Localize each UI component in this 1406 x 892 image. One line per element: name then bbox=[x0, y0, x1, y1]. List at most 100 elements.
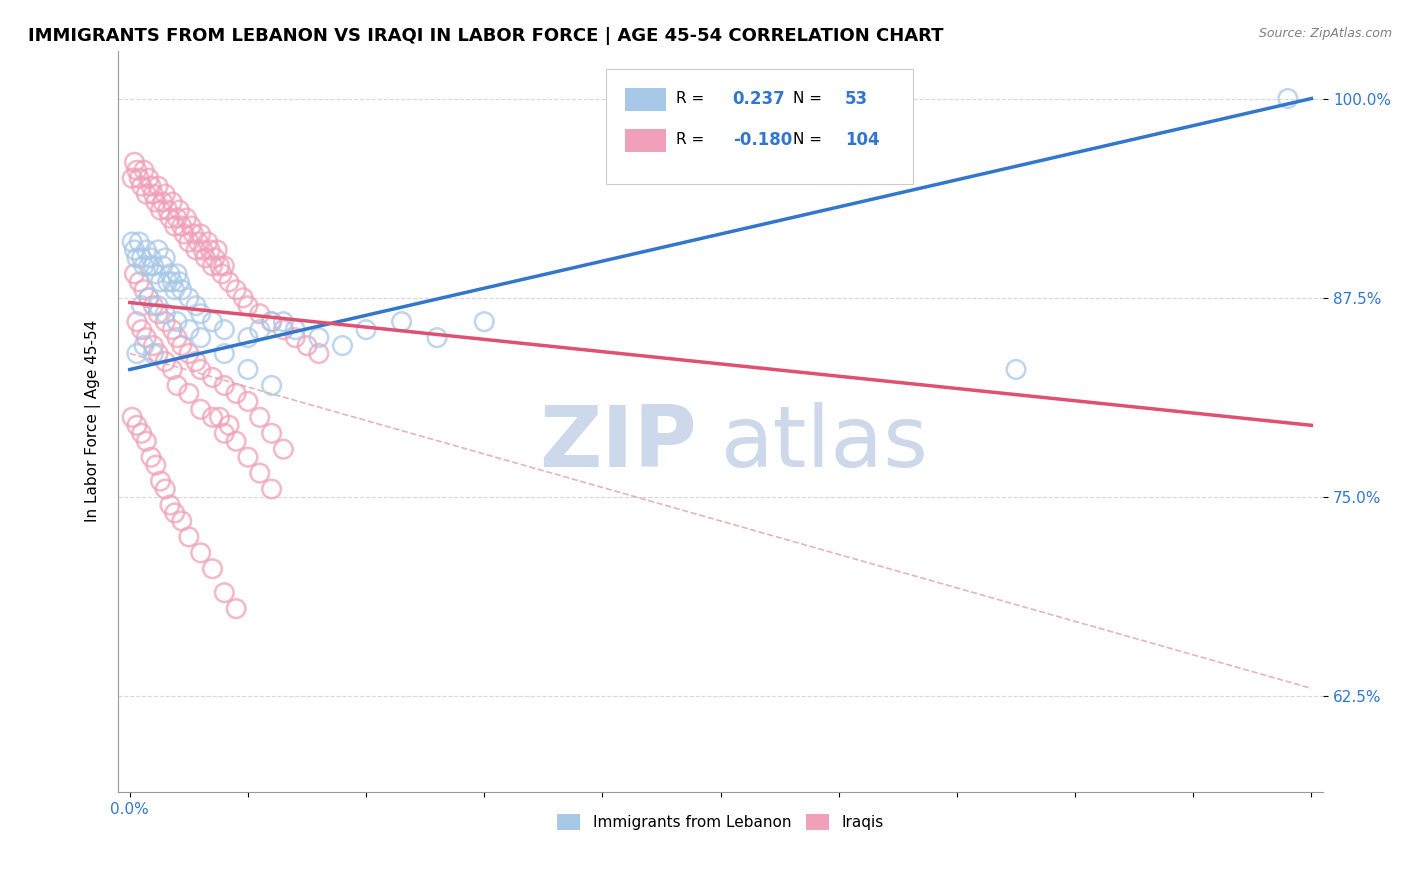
Point bbox=[197, 235, 219, 249]
Point bbox=[156, 203, 179, 218]
Point bbox=[170, 219, 193, 233]
Point bbox=[132, 283, 155, 297]
Point bbox=[142, 187, 165, 202]
Point bbox=[232, 291, 254, 305]
Point bbox=[308, 346, 330, 360]
Point bbox=[204, 251, 226, 265]
Text: IMMIGRANTS FROM LEBANON VS IRAQI IN LABOR FORCE | AGE 45-54 CORRELATION CHART: IMMIGRANTS FROM LEBANON VS IRAQI IN LABO… bbox=[28, 27, 943, 45]
Point bbox=[163, 506, 186, 520]
Point bbox=[145, 195, 167, 210]
Point bbox=[124, 155, 146, 169]
Point bbox=[155, 307, 177, 321]
Point bbox=[170, 338, 193, 352]
Point bbox=[332, 338, 354, 352]
Point bbox=[260, 315, 283, 329]
Point bbox=[177, 346, 200, 360]
Point bbox=[163, 283, 186, 297]
Point bbox=[152, 195, 174, 210]
Point bbox=[162, 362, 184, 376]
Point bbox=[139, 179, 162, 194]
Point bbox=[159, 211, 181, 225]
Point bbox=[121, 235, 143, 249]
Point bbox=[125, 346, 148, 360]
Point bbox=[162, 275, 184, 289]
Point bbox=[260, 482, 283, 496]
Point bbox=[218, 275, 240, 289]
Point bbox=[139, 450, 162, 465]
Point bbox=[201, 315, 224, 329]
Point bbox=[163, 219, 186, 233]
Point bbox=[184, 299, 207, 313]
Point bbox=[273, 323, 295, 337]
Point bbox=[155, 315, 177, 329]
Point bbox=[149, 203, 172, 218]
Point bbox=[131, 299, 153, 313]
Point bbox=[124, 243, 146, 257]
Point bbox=[149, 275, 172, 289]
Point bbox=[128, 171, 150, 186]
Point bbox=[249, 410, 271, 425]
Point bbox=[198, 243, 221, 257]
Point bbox=[190, 546, 212, 560]
Point bbox=[139, 251, 162, 265]
Point bbox=[225, 386, 247, 401]
Point bbox=[260, 378, 283, 392]
Point bbox=[201, 259, 224, 273]
Point bbox=[125, 163, 148, 178]
Point bbox=[166, 378, 188, 392]
Point bbox=[155, 251, 177, 265]
Point bbox=[146, 307, 169, 321]
Point bbox=[159, 498, 181, 512]
Point bbox=[142, 346, 165, 360]
Point bbox=[146, 243, 169, 257]
Text: N =: N = bbox=[793, 91, 823, 106]
Point bbox=[236, 331, 259, 345]
Text: 104: 104 bbox=[845, 130, 879, 149]
Point bbox=[135, 243, 157, 257]
Point bbox=[155, 354, 177, 368]
Point bbox=[142, 338, 165, 352]
Text: N =: N = bbox=[793, 132, 823, 147]
Point bbox=[166, 267, 188, 281]
Point bbox=[177, 291, 200, 305]
Point bbox=[128, 275, 150, 289]
Point bbox=[207, 243, 229, 257]
Point bbox=[169, 203, 191, 218]
Point bbox=[190, 402, 212, 417]
Point bbox=[190, 227, 212, 241]
Point bbox=[132, 259, 155, 273]
Text: 0.237: 0.237 bbox=[733, 90, 786, 108]
Point bbox=[142, 299, 165, 313]
Point bbox=[194, 251, 217, 265]
Point bbox=[180, 219, 202, 233]
Point bbox=[166, 211, 188, 225]
Point bbox=[135, 187, 157, 202]
Point bbox=[190, 362, 212, 376]
Point bbox=[124, 267, 146, 281]
Point bbox=[125, 418, 148, 433]
Point bbox=[214, 378, 236, 392]
Point bbox=[121, 410, 143, 425]
Point bbox=[177, 530, 200, 544]
Point bbox=[1005, 362, 1028, 376]
Point bbox=[162, 195, 184, 210]
Point bbox=[236, 362, 259, 376]
Point bbox=[260, 426, 283, 441]
Point bbox=[176, 211, 198, 225]
Text: -0.180: -0.180 bbox=[733, 130, 792, 149]
Point bbox=[146, 179, 169, 194]
Point bbox=[214, 426, 236, 441]
Point bbox=[308, 331, 330, 345]
Point bbox=[170, 514, 193, 528]
Point bbox=[173, 227, 195, 241]
Point bbox=[138, 291, 160, 305]
Point bbox=[201, 370, 224, 384]
Legend: Immigrants from Lebanon, Iraqis: Immigrants from Lebanon, Iraqis bbox=[551, 808, 890, 836]
Point bbox=[1277, 91, 1299, 105]
Point bbox=[183, 227, 205, 241]
FancyBboxPatch shape bbox=[606, 70, 914, 184]
Point bbox=[201, 410, 224, 425]
Point bbox=[208, 259, 231, 273]
Point bbox=[135, 434, 157, 449]
Point bbox=[132, 163, 155, 178]
